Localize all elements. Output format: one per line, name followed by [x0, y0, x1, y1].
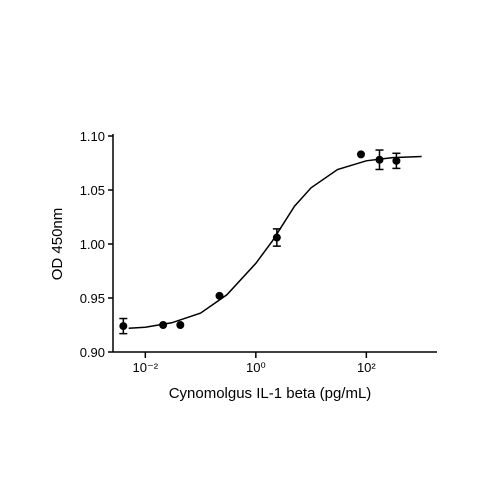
y-tick-label: 1.05	[80, 183, 105, 198]
y-tick-label: 1.10	[80, 129, 105, 144]
x-tick-label: 10⁻²	[132, 360, 158, 375]
x-tick-label: 10²	[357, 360, 376, 375]
fit-curve	[128, 155, 422, 329]
data-point	[356, 150, 365, 159]
data-point	[159, 321, 168, 329]
data-point	[392, 156, 401, 165]
x-axis-label: Cynomolgus IL-1 beta (pg/mL)	[169, 385, 372, 402]
y-tick-label: 0.95	[80, 291, 105, 306]
x-tick-label: 10⁰	[246, 360, 266, 375]
y-axis-label: OD 450nm	[49, 208, 66, 281]
data-point	[176, 321, 185, 329]
data-point	[272, 233, 281, 242]
data-point	[119, 322, 128, 331]
y-tick-label: 1.00	[80, 237, 105, 252]
y-tick-label: 0.90	[80, 345, 105, 360]
